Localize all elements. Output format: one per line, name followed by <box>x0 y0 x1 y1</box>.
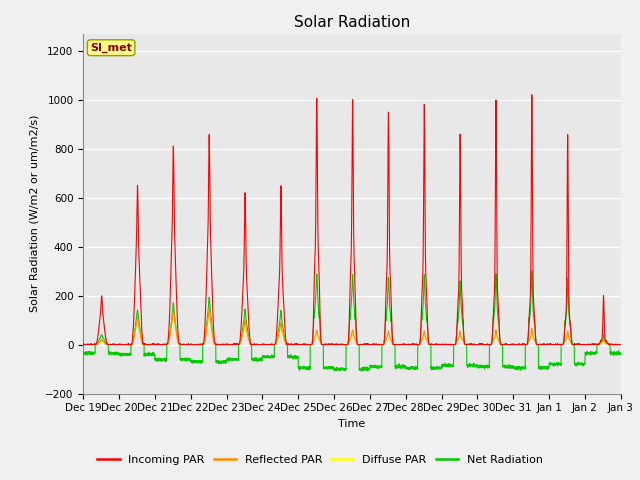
Text: SI_met: SI_met <box>90 43 132 53</box>
Title: Solar Radiation: Solar Radiation <box>294 15 410 30</box>
X-axis label: Time: Time <box>339 419 365 429</box>
Y-axis label: Solar Radiation (W/m2 or um/m2/s): Solar Radiation (W/m2 or um/m2/s) <box>29 115 40 312</box>
Legend: Incoming PAR, Reflected PAR, Diffuse PAR, Net Radiation: Incoming PAR, Reflected PAR, Diffuse PAR… <box>93 451 547 469</box>
